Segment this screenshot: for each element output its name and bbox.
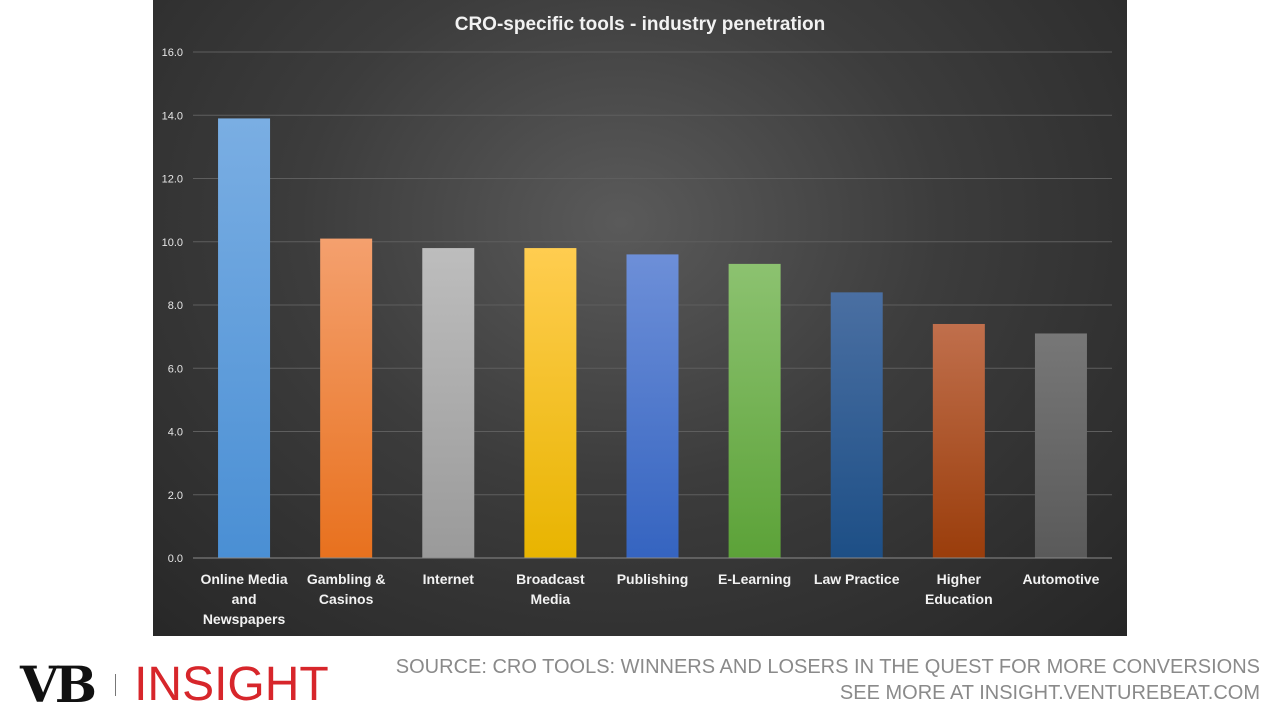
y-tick-label: 0.0 [168, 553, 183, 565]
y-tick-label: 6.0 [168, 363, 183, 375]
bar [932, 323, 985, 558]
bar [728, 263, 781, 558]
bar [320, 238, 373, 558]
y-tick-label: 4.0 [168, 427, 183, 439]
x-category-label: Automotive [1022, 571, 1099, 587]
x-category-label: E-Learning [718, 571, 791, 587]
category-labels: Online Media and Newspapers Gambling & Casin… [200, 571, 1099, 627]
y-tick-label: 14.0 [162, 110, 183, 122]
x-category-label: Gambling & Casinos [307, 571, 386, 607]
x-category-label: Online Media and Newspapers [200, 571, 287, 627]
source-attribution: SOURCE: CRO TOOLS: WINNERS AND LOSERS IN… [396, 654, 1260, 706]
bar [422, 248, 475, 558]
y-tick-label: 8.0 [168, 300, 183, 312]
more-link[interactable]: SEE MORE AT INSIGHT.VENTUREBEAT.COM [839, 682, 1260, 704]
bar [218, 118, 271, 558]
y-axis-ticks: 0.0 2.0 4.0 6.0 8.0 10.0 12.0 14.0 16.0 [162, 47, 183, 565]
bar-chart: CRO-specific tools - industry penetratio… [162, 14, 1112, 627]
chart-panel: CRO-specific tools - industry penetratio… [153, 0, 1127, 636]
logo-divider [115, 674, 117, 696]
x-category-label: Broadcast Media [516, 571, 585, 607]
y-tick-label: 12.0 [162, 174, 183, 186]
chart-title: CRO-specific tools - industry penetratio… [455, 14, 826, 35]
x-category-label: Higher Education [925, 571, 993, 607]
bar [524, 248, 577, 558]
vb-insight-logo[interactable]: VB INSIGHT [20, 658, 329, 712]
y-tick-label: 10.0 [162, 237, 183, 249]
bar [830, 292, 883, 558]
bars [218, 118, 1087, 558]
bar [626, 254, 679, 558]
x-category-label: Publishing [617, 571, 689, 587]
y-tick-label: 16.0 [162, 47, 183, 59]
insight-wordmark: INSIGHT [134, 658, 329, 711]
source-line: SOURCE: CRO TOOLS: WINNERS AND LOSERS IN… [395, 656, 1260, 678]
x-category-label: Law Practice [814, 571, 900, 587]
vb-logo-mark: VB [20, 655, 97, 714]
y-tick-label: 2.0 [168, 490, 183, 502]
bar [1034, 333, 1087, 558]
footer: VB INSIGHT SOURCE: CRO TOOLS: WINNERS AN… [0, 636, 1280, 720]
x-category-label: Internet [423, 571, 475, 587]
